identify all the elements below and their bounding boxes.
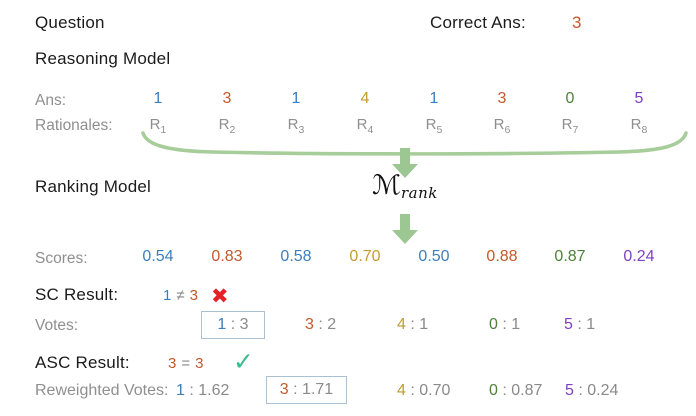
- gather-brace: [141, 131, 688, 156]
- down-arrow-icon: [392, 148, 418, 178]
- ans-value: 1: [153, 90, 163, 107]
- ans-value: 1: [429, 90, 439, 107]
- reweighted-vote-item: 5 : 0.24: [565, 382, 619, 399]
- score-value: 0.58: [280, 248, 312, 265]
- vote-item: 4 : 1: [397, 316, 429, 333]
- reweighted-vote-item: 1 : 1.62: [176, 382, 230, 399]
- sc-lhs: 1: [163, 287, 172, 304]
- vote-item: 0 : 1: [489, 316, 521, 333]
- asc-rhs: 3: [195, 355, 204, 372]
- rationale: R4: [356, 116, 374, 136]
- scores-row-label: Scores:: [35, 250, 88, 267]
- reweighted-vote-item: 0 : 0.87: [489, 382, 543, 399]
- ans-value: 4: [360, 90, 370, 107]
- asc-lhs: 3: [168, 355, 177, 372]
- score-value: 0.87: [554, 248, 586, 265]
- down-arrow-icon: [392, 214, 418, 244]
- score-value: 0.50: [418, 248, 450, 265]
- eq-sign: =: [181, 355, 191, 372]
- question-label: Question: [35, 13, 105, 32]
- score-value: 0.83: [211, 248, 243, 265]
- rationale: R8: [630, 116, 648, 136]
- neq-sign: ≠: [176, 287, 185, 304]
- vote-item: 3 : 2: [305, 316, 337, 333]
- check-icon: ✓: [233, 348, 254, 376]
- ans-row-label: Ans:: [35, 92, 67, 109]
- correct-ans-value: 3: [572, 13, 582, 32]
- sc-result-equation: 1 ≠ 3: [163, 287, 198, 304]
- rationale: R2: [218, 116, 236, 136]
- rationale: R7: [561, 116, 579, 136]
- ranking-model-symbol: ℳrank: [372, 170, 438, 203]
- score-value: 0.54: [142, 248, 174, 265]
- rationale: R3: [287, 116, 305, 136]
- votes-row-label: Votes:: [35, 317, 79, 334]
- asc-result-equation: 3 = 3: [168, 355, 203, 372]
- ans-value: 5: [634, 90, 644, 107]
- ans-value: 3: [222, 90, 232, 107]
- reweighted-vote-item-boxed: 3 : 1.71: [266, 376, 347, 404]
- score-value: 0.70: [349, 248, 381, 265]
- sc-rhs: 3: [189, 287, 198, 304]
- vote-item-boxed: 1 : 3: [201, 311, 265, 339]
- rationales-row-label: Rationales:: [35, 117, 113, 134]
- score-value: 0.88: [486, 248, 518, 265]
- reweighted-votes-label: Reweighted Votes:: [35, 382, 169, 399]
- rationale: R1: [149, 116, 167, 136]
- rationale: R6: [493, 116, 511, 136]
- ans-value: 0: [565, 90, 575, 107]
- score-value: 0.24: [623, 248, 655, 265]
- ans-value: 1: [291, 90, 301, 107]
- cross-icon: ✖: [211, 285, 229, 308]
- ans-value: 3: [497, 90, 507, 107]
- reweighted-vote-item: 4 : 0.70: [397, 382, 451, 399]
- asc-result-label: ASC Result:: [35, 353, 130, 372]
- ranking-model-label: Ranking Model: [35, 177, 151, 196]
- vote-item: 5 : 1: [564, 316, 596, 333]
- reasoning-model-label: Reasoning Model: [35, 49, 171, 68]
- sc-result-label: SC Result:: [35, 285, 119, 304]
- correct-ans-label: Correct Ans:: [430, 13, 526, 32]
- rationale: R5: [425, 116, 443, 136]
